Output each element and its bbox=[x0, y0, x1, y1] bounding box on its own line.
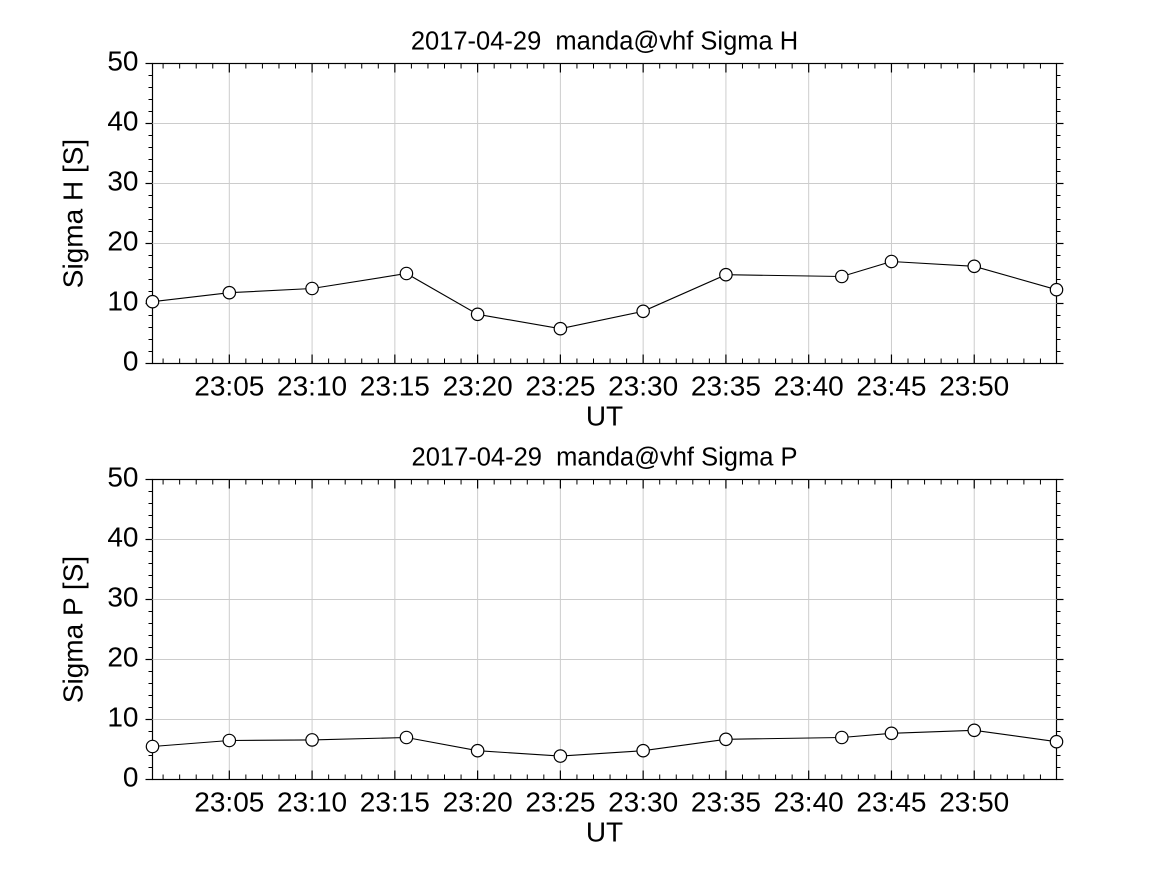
svg-text:23:40: 23:40 bbox=[774, 787, 844, 818]
svg-text:30: 30 bbox=[107, 582, 138, 613]
svg-text:23:50: 23:50 bbox=[939, 371, 1009, 402]
svg-text:23:05: 23:05 bbox=[194, 371, 264, 402]
svg-text:23:35: 23:35 bbox=[691, 787, 761, 818]
svg-text:10: 10 bbox=[107, 286, 138, 317]
svg-text:23:10: 23:10 bbox=[277, 371, 347, 402]
svg-text:23:25: 23:25 bbox=[525, 787, 595, 818]
svg-text:30: 30 bbox=[107, 166, 138, 197]
svg-text:Sigma H [S]: Sigma H [S] bbox=[58, 139, 89, 288]
svg-text:40: 40 bbox=[107, 106, 138, 137]
svg-text:23:20: 23:20 bbox=[443, 371, 513, 402]
svg-text:2017-04-29 manda@vhf Sigma H: 2017-04-29 manda@vhf Sigma H bbox=[411, 28, 798, 56]
svg-text:23:45: 23:45 bbox=[856, 371, 926, 402]
svg-text:23:30: 23:30 bbox=[608, 787, 678, 818]
svg-text:23:10: 23:10 bbox=[277, 787, 347, 818]
svg-text:50: 50 bbox=[107, 462, 138, 493]
svg-text:0: 0 bbox=[123, 762, 139, 793]
svg-text:23:15: 23:15 bbox=[360, 371, 430, 402]
svg-text:10: 10 bbox=[107, 702, 138, 733]
svg-text:UT: UT bbox=[586, 817, 623, 848]
svg-text:23:50: 23:50 bbox=[939, 787, 1009, 818]
svg-text:40: 40 bbox=[107, 522, 138, 553]
svg-text:23:40: 23:40 bbox=[774, 371, 844, 402]
svg-text:0: 0 bbox=[123, 346, 139, 377]
svg-text:23:30: 23:30 bbox=[608, 371, 678, 402]
svg-text:50: 50 bbox=[107, 46, 138, 77]
svg-text:23:45: 23:45 bbox=[856, 787, 926, 818]
svg-text:23:25: 23:25 bbox=[525, 371, 595, 402]
svg-text:23:05: 23:05 bbox=[194, 787, 264, 818]
svg-text:23:15: 23:15 bbox=[360, 787, 430, 818]
svg-text:UT: UT bbox=[586, 401, 623, 432]
svg-text:2017-04-29 manda@vhf Sigma P: 2017-04-29 manda@vhf Sigma P bbox=[412, 444, 798, 472]
svg-text:23:35: 23:35 bbox=[691, 371, 761, 402]
svg-text:20: 20 bbox=[107, 642, 138, 673]
svg-text:Sigma P [S]: Sigma P [S] bbox=[58, 556, 89, 703]
svg-text:23:20: 23:20 bbox=[443, 787, 513, 818]
svg-text:20: 20 bbox=[107, 226, 138, 257]
